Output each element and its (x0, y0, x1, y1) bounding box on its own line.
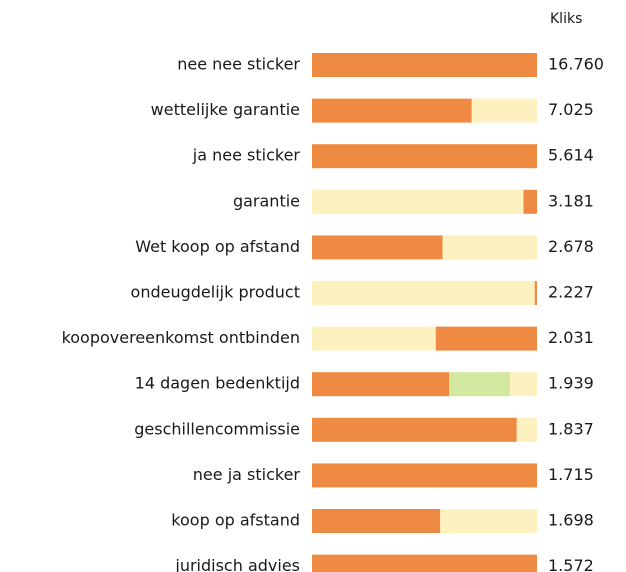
category-label: ondeugdelijk product (131, 283, 300, 302)
bar-segment (523, 189, 537, 214)
bar-segment (312, 235, 443, 260)
value-label: 1.698 (548, 511, 594, 530)
bar-segment (449, 372, 510, 397)
bar-segment (440, 509, 537, 533)
category-label: juridisch advies (174, 556, 300, 572)
value-label: 2.678 (548, 237, 594, 256)
category-label: ja nee sticker (192, 146, 301, 165)
bar-segment (312, 144, 537, 169)
bar-segment (312, 326, 436, 351)
value-label: 16.760 (548, 55, 604, 74)
category-label: Wet koop op afstand (135, 237, 300, 256)
category-label: geschillencommissie (134, 419, 300, 438)
value-label: 1.715 (548, 465, 594, 484)
value-label: 1.939 (548, 374, 594, 393)
category-label: koopovereenkomst ontbinden (62, 328, 300, 347)
bar-segment (534, 281, 537, 305)
value-label: 2.227 (548, 283, 594, 302)
bar-segment (312, 98, 472, 123)
category-label: 14 dagen bedenktijd (135, 374, 300, 393)
category-label: nee ja sticker (193, 465, 301, 484)
bar-segment (312, 189, 524, 214)
category-label: garantie (233, 191, 300, 210)
value-label: 7.025 (548, 100, 594, 119)
bar-segment (510, 372, 537, 397)
column-header: Kliks (550, 11, 582, 27)
category-label: koop op afstand (171, 511, 300, 530)
bar-segment (312, 417, 517, 442)
category-label: nee nee sticker (177, 55, 300, 74)
category-label: wettelijke garantie (151, 100, 300, 119)
bar-segment (516, 417, 537, 442)
bar-segment (312, 509, 441, 533)
bar-segment (312, 554, 537, 572)
bar-segment (312, 53, 537, 77)
value-label: 5.614 (548, 146, 594, 165)
value-label: 3.181 (548, 191, 594, 210)
bar-segment (312, 463, 537, 488)
bar-segment (471, 98, 537, 123)
value-label: 1.572 (548, 556, 594, 572)
bar-segment (435, 326, 537, 351)
value-label: 2.031 (548, 328, 594, 347)
bar-segment (312, 281, 535, 305)
value-label: 1.837 (548, 419, 594, 438)
bar-segment (312, 372, 450, 397)
bar-segment (442, 235, 537, 260)
